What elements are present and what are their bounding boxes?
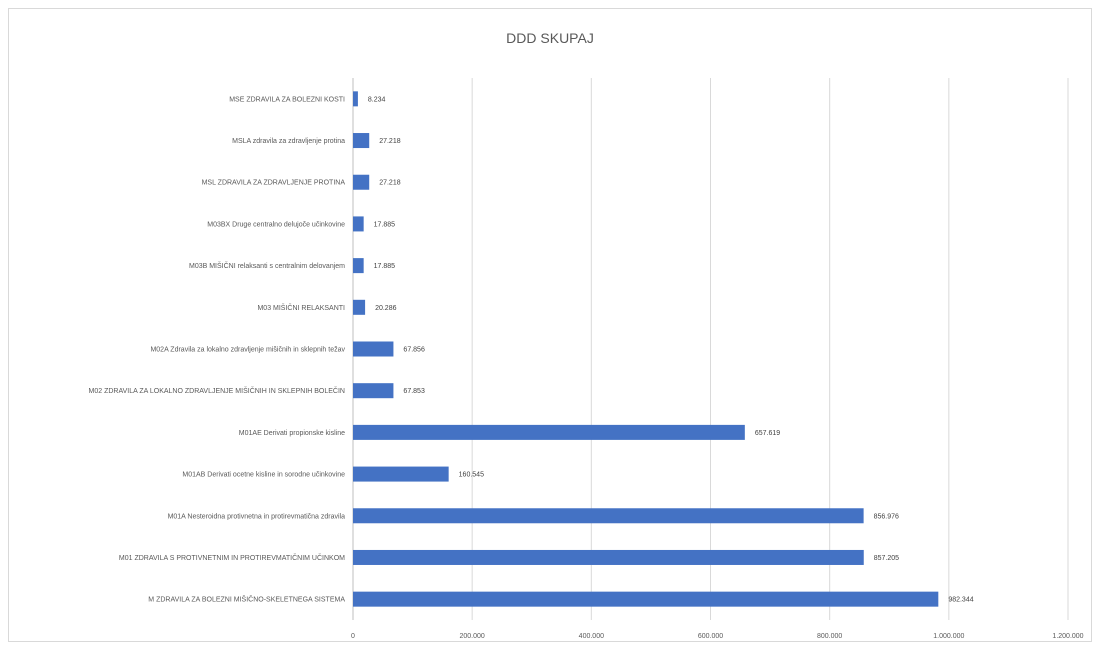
x-tick-label: 400.000 — [579, 633, 604, 640]
bar — [353, 174, 370, 190]
data-label: 67.853 — [403, 388, 425, 395]
data-label: 8.234 — [368, 96, 386, 103]
category-label: M02 ZDRAVILA ZA LOKALNO ZDRAVLJENJE MIŠI… — [89, 386, 345, 395]
data-label: 67.856 — [403, 347, 425, 354]
bar — [353, 383, 394, 399]
bar — [353, 508, 864, 524]
x-tick-label: 600.000 — [698, 633, 723, 640]
category-label: M03B MIŠIČNI relaksanti s centralnim del… — [189, 261, 345, 270]
bar — [353, 466, 449, 482]
data-label: 17.885 — [374, 263, 396, 270]
x-tick-label: 0 — [351, 633, 355, 640]
x-tick-label: 800.000 — [817, 633, 842, 640]
x-tick-label: 1.000.000 — [933, 633, 964, 640]
category-label: MSE ZDRAVILA ZA BOLEZNI KOSTI — [229, 96, 345, 103]
bar — [353, 591, 939, 607]
data-label: 857.205 — [874, 555, 899, 562]
bar — [353, 216, 364, 232]
category-label: M01AB Derivati ocetne kisline in sorodne… — [182, 472, 345, 479]
bar — [353, 299, 366, 315]
bar — [353, 258, 364, 274]
category-label: MSL ZDRAVILA ZA ZDRAVLJENJE PROTINA — [202, 180, 346, 187]
category-label: M ZDRAVILA ZA BOLEZNI MIŠIČNO-SKELETNEGA… — [148, 595, 345, 604]
data-label: 657.619 — [755, 430, 780, 437]
x-tick-label: 200.000 — [460, 633, 485, 640]
data-label: 17.885 — [374, 221, 396, 228]
bar — [353, 91, 358, 107]
bar — [353, 341, 394, 357]
bar — [353, 424, 745, 440]
category-label: M03BX Druge centralno delujoče učinkovin… — [207, 221, 345, 228]
data-label: 856.976 — [874, 513, 899, 520]
chart-area — [8, 8, 1092, 642]
data-label: 27.218 — [379, 138, 401, 145]
data-label: 20.286 — [375, 305, 397, 312]
category-label: MSLA zdravila za zdravljenje protina — [232, 138, 345, 145]
data-label: 160.545 — [459, 472, 484, 479]
data-label: 982.344 — [948, 597, 973, 604]
category-label: M01A Nesteroidna protivnetna in protirev… — [168, 513, 346, 520]
category-label: M01 ZDRAVILA S PROTIVNETNIM IN PROTIREVM… — [119, 553, 345, 562]
bar — [353, 549, 864, 565]
category-label: M02A Zdravila za lokalno zdravljenje miš… — [150, 347, 345, 354]
bar — [353, 133, 370, 149]
category-label: M01AE Derivati propionske kisline — [239, 430, 345, 437]
data-label: 27.218 — [379, 180, 401, 187]
category-label: M03 MIŠIČNI RELAKSANTI — [257, 303, 345, 312]
x-tick-label: 1.200.000 — [1052, 633, 1083, 640]
chart-title: DDD SKUPAJ — [506, 30, 594, 46]
